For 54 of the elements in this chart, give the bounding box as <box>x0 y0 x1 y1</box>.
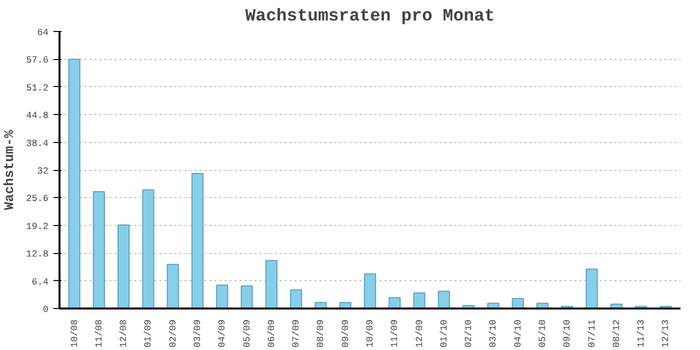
bar <box>265 260 278 308</box>
bar <box>413 292 426 308</box>
x-tick-label: 01/09 <box>142 319 154 348</box>
bar <box>240 285 253 308</box>
bar <box>216 284 228 308</box>
y-tick-label: 25.6 <box>26 193 49 204</box>
x-tick-label: 06/09 <box>266 319 277 348</box>
x-tick-label: 12/09 <box>414 319 425 348</box>
bar <box>166 264 179 308</box>
y-tick-label: 0 <box>42 304 49 315</box>
y-axis-title: Wachstum-% <box>3 130 18 210</box>
bar <box>68 58 80 308</box>
bar <box>92 191 105 308</box>
x-tick-label: 08/12 <box>610 319 622 348</box>
x-tick-label: 03/09 <box>192 319 203 348</box>
bar <box>512 298 524 308</box>
bar <box>388 297 401 308</box>
x-tick-label: 02/10 <box>463 319 474 348</box>
x-tick-label: 11/13 <box>636 319 647 348</box>
bar <box>438 290 450 308</box>
bar <box>142 189 154 308</box>
x-tick-label: 02/09 <box>167 319 178 348</box>
x-tick-label: 03/10 <box>488 319 499 348</box>
x-tick-label: 07/11 <box>586 319 598 348</box>
y-tick-label: 38.4 <box>26 138 49 149</box>
y-tick-label: 64 <box>37 27 49 38</box>
x-tick-label: 08/09 <box>315 319 326 348</box>
x-tick-label: 12/13 <box>660 319 672 348</box>
x-tick-label: 10/09 <box>364 319 376 348</box>
x-tick-label: 09/09 <box>340 319 351 348</box>
bar <box>191 172 204 308</box>
y-tick-label: 12.8 <box>26 248 49 260</box>
bar <box>118 224 130 308</box>
x-tick-label: 09/10 <box>562 319 573 348</box>
y-tick-label: 19.2 <box>26 220 49 232</box>
y-tick-label: 51.2 <box>26 82 49 94</box>
bar <box>290 289 302 308</box>
y-tick-label: 6.4 <box>32 276 49 288</box>
y-tick-label: 32 <box>37 166 49 176</box>
y-tick-label: 57.6 <box>26 54 49 66</box>
bar <box>586 268 598 308</box>
x-tick-label: 10/08 <box>68 319 80 348</box>
x-tick-label: 01/10 <box>438 319 450 348</box>
x-tick-label: 04/10 <box>512 319 524 348</box>
chart-title: Wachstumsraten pro Monat <box>245 8 495 26</box>
x-tick-label: 05/09 <box>241 319 252 348</box>
bar <box>364 273 376 308</box>
x-tick-label: 05/10 <box>537 319 548 348</box>
x-tick-label: 07/09 <box>290 319 302 348</box>
x-tick-label: 11/09 <box>389 319 400 348</box>
x-tick-label: 04/09 <box>216 319 228 348</box>
x-tick-label: 12/08 <box>118 319 130 348</box>
x-tick-label: 11/08 <box>93 319 104 348</box>
y-tick-label: 44.8 <box>26 110 49 122</box>
